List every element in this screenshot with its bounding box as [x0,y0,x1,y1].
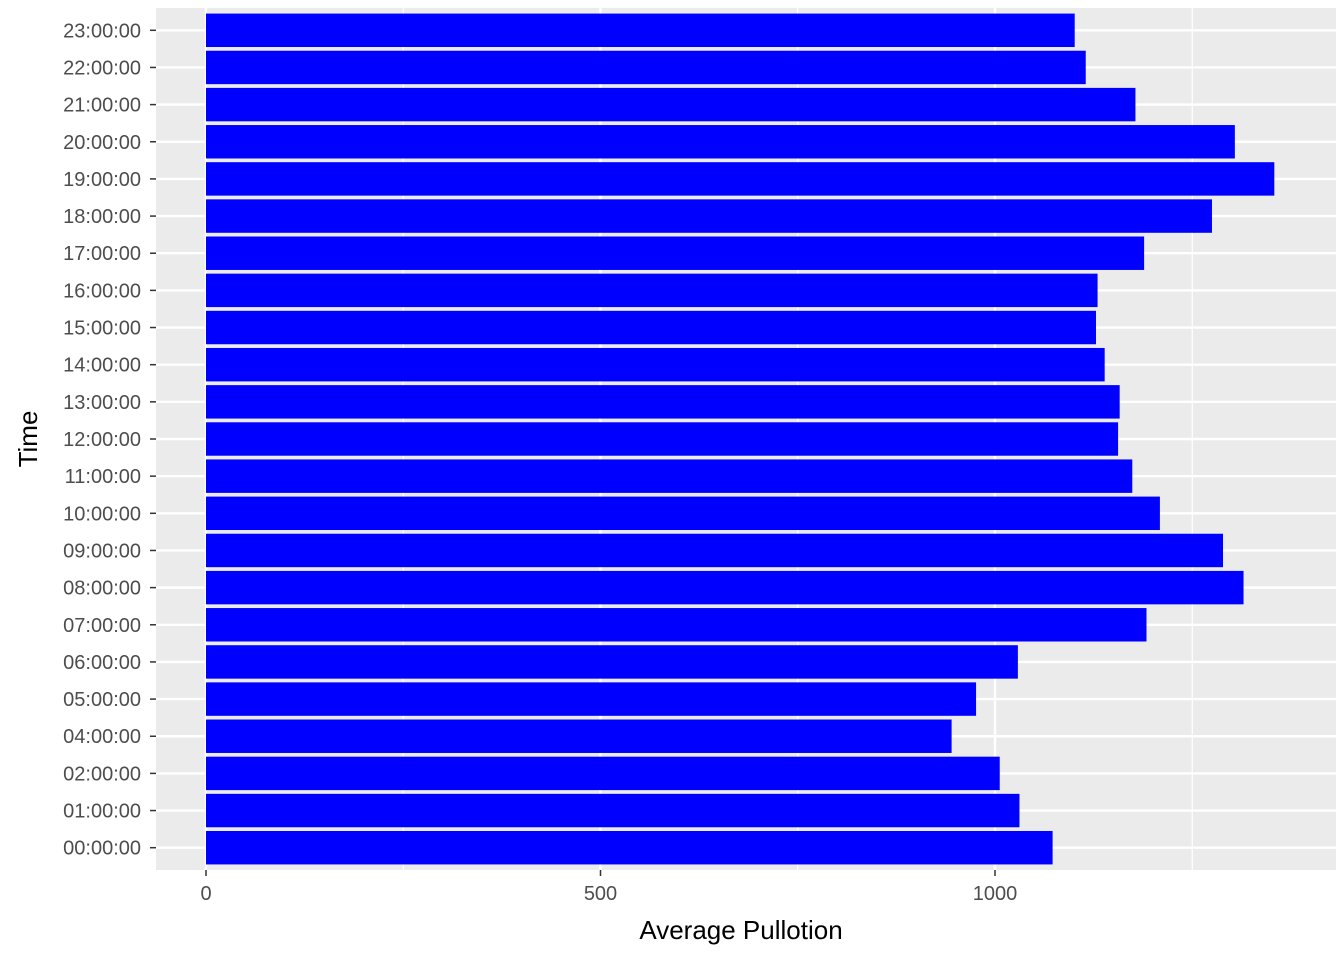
bar-19-00-00 [206,162,1275,196]
y-axis: 00:00:00 01:00:00 02:00:00 04:00:00 05:00:00… [63,20,156,860]
y-tick-label: 01:00:00 [63,801,141,823]
bar-16-00-00 [206,273,1098,308]
y-tick-label: 13:00:00 [63,392,141,414]
y-tick-label: 11:00:00 [65,466,141,488]
bar-13-00-00 [206,385,1120,419]
y-tick-label: 12:00:00 [63,429,141,451]
bar-05-00-00 [206,682,977,716]
bar-06-00-00 [206,645,1018,679]
bar-20-00-00 [206,125,1235,159]
bars [206,13,1275,865]
y-tick-label: 21:00:00 [63,95,141,117]
bar-01-00-00 [206,793,1020,828]
y-tick-label: 19:00:00 [63,169,141,191]
bar-15-00-00 [206,310,1096,345]
bar-23-00-00 [206,13,1075,48]
bar-09-00-00 [206,533,1224,568]
y-tick-label: 06:00:00 [63,652,141,674]
bar-18-00-00 [206,199,1212,233]
bar-22-00-00 [206,50,1086,85]
bar-08-00-00 [206,570,1244,605]
y-tick-label: 08:00:00 [63,578,141,600]
y-tick-label: 15:00:00 [63,318,141,340]
y-tick-label: 04:00:00 [63,726,141,748]
y-tick-label: 10:00:00 [63,503,141,525]
x-axis: 0 500 1000 [200,870,1017,905]
bar-17-00-00 [206,236,1145,270]
y-tick-label: 05:00:00 [63,689,141,711]
y-tick-label: 20:00:00 [63,132,141,154]
x-axis-title: Average Pullotion [639,915,842,945]
bar-07-00-00 [206,608,1147,642]
x-tick-label: 500 [584,883,617,905]
y-tick-label: 23:00:00 [63,20,141,42]
y-tick-label: 17:00:00 [63,243,141,265]
bar-00-00-00 [206,830,1053,865]
bar-14-00-00 [206,347,1105,382]
bar-11-00-00 [206,459,1133,493]
y-tick-label: 22:00:00 [63,57,141,79]
y-tick-label: 07:00:00 [63,615,141,637]
y-tick-label: 00:00:00 [63,838,141,860]
bar-12-00-00 [206,422,1119,456]
y-tick-label: 09:00:00 [63,540,141,562]
y-tick-label: 02:00:00 [63,763,141,785]
bar-04-00-00 [206,719,952,753]
x-tick-label: 1000 [973,883,1018,905]
y-tick-label: 18:00:00 [63,206,141,228]
bar-10-00-00 [206,496,1160,531]
y-tick-label: 14:00:00 [63,355,141,377]
bar-02-00-00 [206,756,1000,791]
x-tick-label: 0 [200,883,211,905]
y-tick-label: 16:00:00 [63,280,141,302]
y-axis-title: Time [13,411,43,468]
bar-21-00-00 [206,87,1136,122]
